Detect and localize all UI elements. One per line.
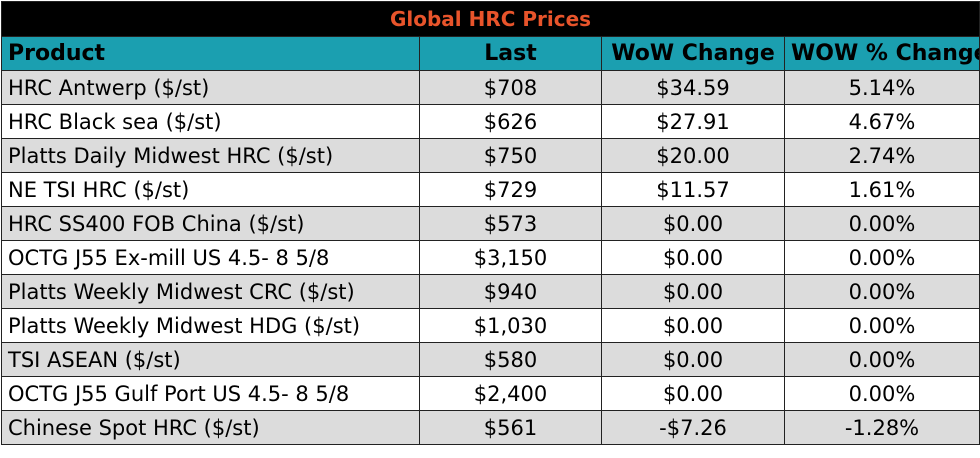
table-row: TSI ASEAN ($/st) $580 $0.00 0.00% xyxy=(1,342,980,377)
wow-pct-cell: 0.00% xyxy=(784,240,980,275)
product-cell: OCTG J55 Gulf Port US 4.5- 8 5/8 xyxy=(1,376,420,411)
table-row: HRC SS400 FOB China ($/st) $573 $0.00 0.… xyxy=(1,206,980,241)
table-row: HRC Antwerp ($/st) $708 $34.59 5.14% xyxy=(1,70,980,105)
column-header-wow-change: WoW Change xyxy=(601,36,785,71)
wow-change-cell: $0.00 xyxy=(601,308,785,343)
last-cell: $626 xyxy=(419,104,602,139)
last-cell: $708 xyxy=(419,70,602,105)
wow-pct-cell: 0.00% xyxy=(784,376,980,411)
product-cell: Chinese Spot HRC ($/st) xyxy=(1,410,420,445)
wow-pct-cell: -1.28% xyxy=(784,410,980,445)
table-row: Platts Daily Midwest HRC ($/st) $750 $20… xyxy=(1,138,980,173)
table-row: Platts Weekly Midwest CRC ($/st) $940 $0… xyxy=(1,274,980,309)
wow-pct-cell: 0.00% xyxy=(784,342,980,377)
table-row: Platts Weekly Midwest HDG ($/st) $1,030 … xyxy=(1,308,980,343)
product-cell: NE TSI HRC ($/st) xyxy=(1,172,420,207)
wow-change-cell: $11.57 xyxy=(601,172,785,207)
last-cell: $3,150 xyxy=(419,240,602,275)
product-cell: HRC Antwerp ($/st) xyxy=(1,70,420,105)
product-cell: TSI ASEAN ($/st) xyxy=(1,342,420,377)
wow-pct-cell: 5.14% xyxy=(784,70,980,105)
wow-pct-cell: 1.61% xyxy=(784,172,980,207)
table-title: Global HRC Prices xyxy=(1,1,980,37)
wow-change-cell: $0.00 xyxy=(601,240,785,275)
product-cell: Platts Daily Midwest HRC ($/st) xyxy=(1,138,420,173)
wow-change-cell: $0.00 xyxy=(601,342,785,377)
wow-change-cell: $0.00 xyxy=(601,206,785,241)
wow-change-cell: $20.00 xyxy=(601,138,785,173)
wow-change-cell: $0.00 xyxy=(601,274,785,309)
product-cell: Platts Weekly Midwest HDG ($/st) xyxy=(1,308,420,343)
wow-change-cell: $34.59 xyxy=(601,70,785,105)
table-row: OCTG J55 Ex-mill US 4.5- 8 5/8 $3,150 $0… xyxy=(1,240,980,275)
column-header-product: Product xyxy=(1,36,420,71)
table-title-row: Global HRC Prices xyxy=(1,1,980,37)
table-row: NE TSI HRC ($/st) $729 $11.57 1.61% xyxy=(1,172,980,207)
wow-pct-cell: 0.00% xyxy=(784,274,980,309)
product-cell: HRC SS400 FOB China ($/st) xyxy=(1,206,420,241)
last-cell: $2,400 xyxy=(419,376,602,411)
wow-change-cell: -$7.26 xyxy=(601,410,785,445)
last-cell: $580 xyxy=(419,342,602,377)
wow-pct-cell: 2.74% xyxy=(784,138,980,173)
wow-change-cell: $0.00 xyxy=(601,376,785,411)
last-cell: $1,030 xyxy=(419,308,602,343)
table-row: HRC Black sea ($/st) $626 $27.91 4.67% xyxy=(1,104,980,139)
product-cell: Platts Weekly Midwest CRC ($/st) xyxy=(1,274,420,309)
product-cell: OCTG J55 Ex-mill US 4.5- 8 5/8 xyxy=(1,240,420,275)
wow-pct-cell: 0.00% xyxy=(784,308,980,343)
table-row: Chinese Spot HRC ($/st) $561 -$7.26 -1.2… xyxy=(1,410,980,445)
product-cell: HRC Black sea ($/st) xyxy=(1,104,420,139)
table-row: OCTG J55 Gulf Port US 4.5- 8 5/8 $2,400 … xyxy=(1,376,980,411)
last-cell: $573 xyxy=(419,206,602,241)
wow-change-cell: $27.91 xyxy=(601,104,785,139)
last-cell: $561 xyxy=(419,410,602,445)
wow-pct-cell: 4.67% xyxy=(784,104,980,139)
last-cell: $940 xyxy=(419,274,602,309)
column-header-last: Last xyxy=(419,36,602,71)
column-header-row: Product Last WoW Change WOW % Change xyxy=(1,36,980,71)
column-header-wow-pct-change: WOW % Change xyxy=(784,36,980,71)
last-cell: $729 xyxy=(419,172,602,207)
hrc-prices-table: Global HRC Prices Product Last WoW Chang… xyxy=(1,1,980,445)
wow-pct-cell: 0.00% xyxy=(784,206,980,241)
last-cell: $750 xyxy=(419,138,602,173)
